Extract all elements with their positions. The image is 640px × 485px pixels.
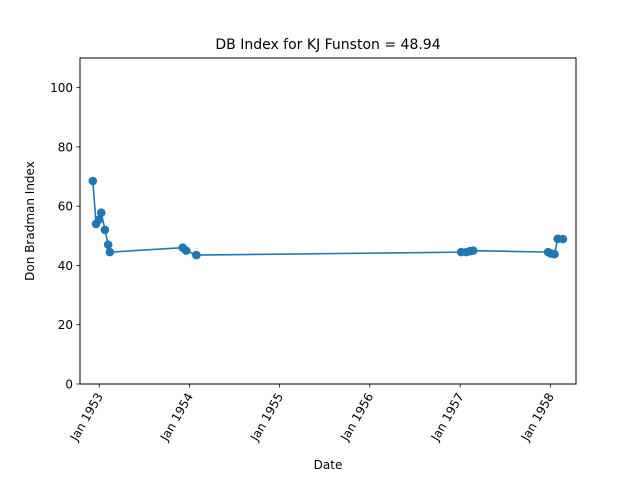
data-point [558, 234, 568, 244]
y-tick-label: 20 [58, 318, 73, 332]
data-point [103, 240, 113, 250]
data-point [105, 247, 115, 257]
data-point [100, 225, 110, 235]
y-axis-ticks: 0 20 40 60 80 100 [50, 81, 80, 392]
data-point [468, 246, 478, 255]
y-tick-label: 100 [50, 81, 73, 95]
data-point [94, 215, 104, 224]
data-point [181, 246, 191, 255]
data-point [192, 250, 201, 260]
data-point [88, 176, 98, 186]
plot-area [80, 58, 576, 384]
data-point [550, 249, 559, 259]
y-axis-title: Don Bradman Index [23, 161, 37, 281]
series-layer [88, 176, 568, 260]
y-tick-label: 0 [65, 378, 73, 392]
chart-title: DB Index for KJ Funston = 48.94 [215, 37, 440, 53]
plot-frame [79, 57, 577, 385]
x-axis-title: Date [314, 458, 343, 472]
y-tick-label: 80 [58, 140, 73, 154]
data-point [96, 208, 106, 218]
y-tick-label: 60 [58, 200, 73, 214]
y-tick-label: 40 [58, 259, 73, 273]
